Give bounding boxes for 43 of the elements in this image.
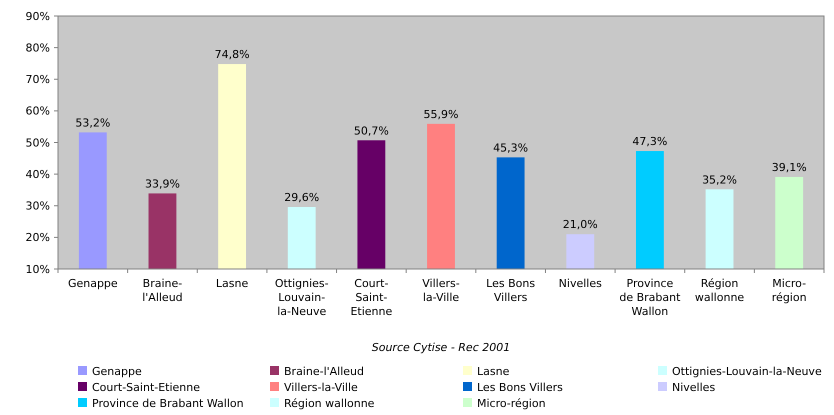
legend-label: Province de Brabant Wallon [92, 397, 244, 410]
data-label: 33,9% [144, 177, 180, 190]
x-tick-label: Lasne [216, 277, 248, 290]
y-tick-label: 80% [26, 41, 50, 54]
x-tick-label: Région wallonne [694, 277, 744, 304]
x-tick-label: Ottignies-Louvain-la-Neuve [274, 277, 329, 318]
x-tick-label: Villers-la-Ville [422, 277, 460, 304]
data-label: 74,8% [214, 48, 250, 62]
data-label: 29,6% [284, 191, 320, 204]
data-label: 21,0% [562, 218, 598, 232]
x-tick-label: Braine-l'Alleud [142, 277, 183, 304]
legend-label: Région wallonne [284, 397, 375, 410]
y-tick-label: 20% [26, 231, 50, 244]
y-tick-label: 10% [26, 262, 50, 276]
data-label: 47,3% [632, 135, 668, 148]
data-label: 53,2% [75, 116, 110, 130]
legend-label: Les Bons Villers [477, 381, 564, 394]
x-tick-label: Province de Brabant Wallon [619, 277, 682, 318]
x-tick-label: Les Bons Villers [486, 277, 536, 304]
y-tick-label: 30% [26, 200, 50, 213]
data-label: 50,7% [354, 124, 389, 138]
data-label: 35,2% [702, 173, 738, 186]
legend-label: Court-Saint-Etienne [92, 381, 200, 394]
x-tick-label: Genappe [68, 277, 118, 290]
y-tick-label: 50% [26, 136, 50, 150]
y-tick-label: 40% [26, 168, 50, 181]
legend-label: Braine-l'Alleud [284, 365, 364, 378]
x-tick-label: Micro-région [772, 277, 807, 304]
legend-label: Micro-région [477, 397, 546, 410]
legend-label: Villers-la-Ville [284, 381, 358, 394]
legend-label: Lasne [477, 365, 510, 378]
x-tick-label: Court-Saint-Etienne [350, 277, 392, 318]
x-tick-label: Nivelles [558, 277, 602, 290]
legend-label: Genappe [92, 365, 142, 378]
data-label: 55,9% [424, 108, 458, 121]
y-tick-label: 60% [26, 104, 50, 118]
source-note: Source Cytise - Rec 2001 [372, 341, 510, 354]
legend-label: Ottignies-Louvain-la-Neuve [672, 365, 822, 378]
data-label: 39,1% [772, 160, 807, 174]
y-tick-label: 90% [26, 10, 50, 23]
data-label: 45,3% [493, 141, 528, 154]
y-tick-label: 70% [26, 73, 50, 86]
legend-label: Nivelles [672, 381, 716, 394]
